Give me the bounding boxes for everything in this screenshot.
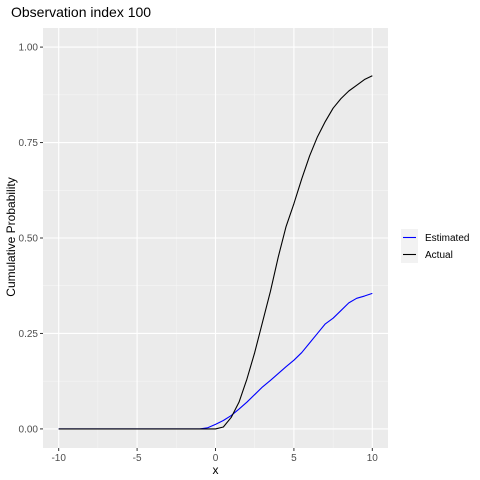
chart-title: Observation index 100 (11, 4, 151, 20)
series-lines (58, 75, 373, 430)
x-tick-label: 5 (291, 453, 297, 464)
y-tick-label: 1.00 (19, 43, 39, 54)
x-tick-label: 10 (367, 453, 379, 464)
series-line-estimated (58, 292, 373, 430)
x-tick-label: 0 (213, 453, 219, 464)
legend-label-estimated: Estimated (425, 233, 469, 244)
y-tick-label: 0.00 (19, 424, 39, 435)
x-tick-label: -10 (51, 453, 66, 464)
x-axis: -10 -5 0 5 10 (51, 448, 378, 464)
y-tick-label: 0.75 (19, 138, 39, 149)
y-tick-label: 0.50 (19, 234, 39, 245)
y-tick-label: 0.25 (19, 329, 39, 340)
x-axis-title: x (213, 463, 219, 477)
y-axis: 0.00 0.25 0.50 0.75 1.00 (19, 43, 43, 435)
y-axis-title: Cumulative Probability (4, 177, 18, 296)
series-line-actual (58, 75, 373, 430)
x-tick-label: -5 (133, 453, 142, 464)
legend: Estimated Actual (401, 229, 469, 263)
legend-label-actual: Actual (425, 250, 453, 261)
